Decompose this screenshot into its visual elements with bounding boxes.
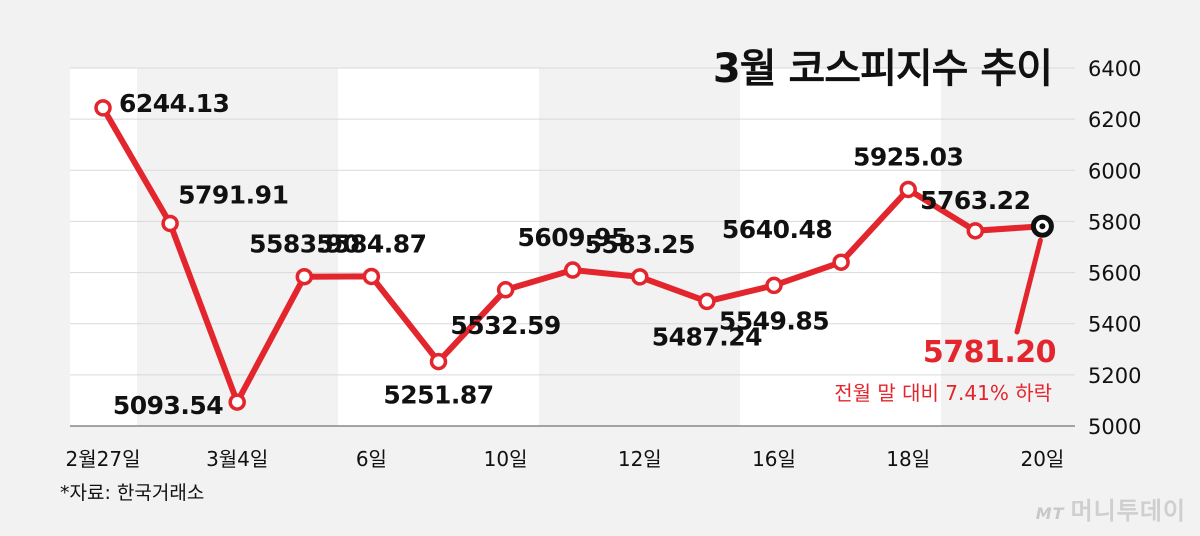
chart-title: 3월 코스피지수 추이 (712, 46, 1053, 92)
data-label: 5791.91 (178, 180, 288, 209)
data-point (362, 267, 381, 286)
x-tick-label: 3월4일 (206, 447, 268, 471)
y-tick-label: 5000 (1088, 415, 1141, 439)
data-point (94, 99, 112, 117)
data-point (966, 222, 985, 240)
last-data-point-center (1039, 223, 1046, 230)
data-point (295, 267, 314, 286)
data-label: 5487.24 (652, 322, 762, 351)
y-tick-label: 5600 (1088, 262, 1141, 286)
source-note: *자료: 한국거래소 (60, 482, 205, 504)
band (70, 68, 137, 426)
last-value-label: 5781.20 (923, 335, 1056, 370)
data-label: 5583.90 (249, 230, 359, 259)
x-tick-label: 6일 (356, 447, 387, 471)
y-tick-label: 6400 (1088, 57, 1141, 81)
data-label: 5532.59 (450, 311, 560, 340)
data-point (496, 281, 515, 299)
data-point (832, 253, 850, 271)
watermark-text: 머니투데이 (1070, 497, 1186, 525)
data-label: 5549.85 (719, 306, 829, 335)
data-points (94, 99, 1054, 411)
watermark: MT 머니투데이 (1036, 491, 1186, 526)
data-label: 6244.13 (119, 89, 229, 118)
band (740, 68, 941, 426)
change-annotation: 전월 말 대비 7.41% 하락 (834, 381, 1052, 405)
watermark-logo: MT (1035, 504, 1065, 523)
data-label: 5251.87 (383, 381, 493, 410)
y-tick-label: 5800 (1088, 210, 1141, 234)
x-tick-label: 20일 (1020, 447, 1064, 471)
y-tick-label: 6200 (1088, 108, 1141, 132)
data-label: 5640.48 (722, 215, 832, 244)
last-point-callout (1014, 237, 1043, 335)
data-label: 5093.54 (113, 391, 223, 420)
data-point (631, 268, 649, 286)
y-tick-label: 5400 (1088, 313, 1141, 337)
data-label: 5583.25 (585, 230, 695, 259)
x-tick-label: 2월27일 (66, 447, 141, 471)
data-label: 5609.95 (518, 223, 628, 252)
y-axis-ticks: 5000 5200 5400 5600 5800 6000 6200 6400 (1088, 57, 1141, 439)
gridlines (70, 67, 1075, 376)
x-tick-label: 12일 (618, 447, 662, 471)
y-tick-label: 6000 (1088, 159, 1141, 183)
background-bands (70, 68, 941, 426)
data-point (698, 292, 716, 311)
data-point (563, 261, 582, 279)
y-tick-label: 5200 (1088, 364, 1141, 388)
x-tick-label: 10일 (484, 447, 528, 471)
data-label: 5925.03 (853, 142, 963, 171)
data-label: 5584.87 (316, 229, 426, 258)
callout-pointer (1014, 237, 1043, 335)
data-point (899, 180, 917, 199)
x-axis-ticks: 2월27일 3월4일 6일 10일 12일 16일 18일 20일 (66, 447, 1065, 471)
data-point (228, 393, 246, 411)
data-point (161, 214, 179, 233)
data-label: 5763.22 (920, 186, 1030, 215)
x-tick-label: 16일 (752, 447, 796, 471)
x-tick-label: 18일 (886, 447, 930, 471)
data-point (429, 352, 448, 371)
data-point (765, 276, 783, 295)
